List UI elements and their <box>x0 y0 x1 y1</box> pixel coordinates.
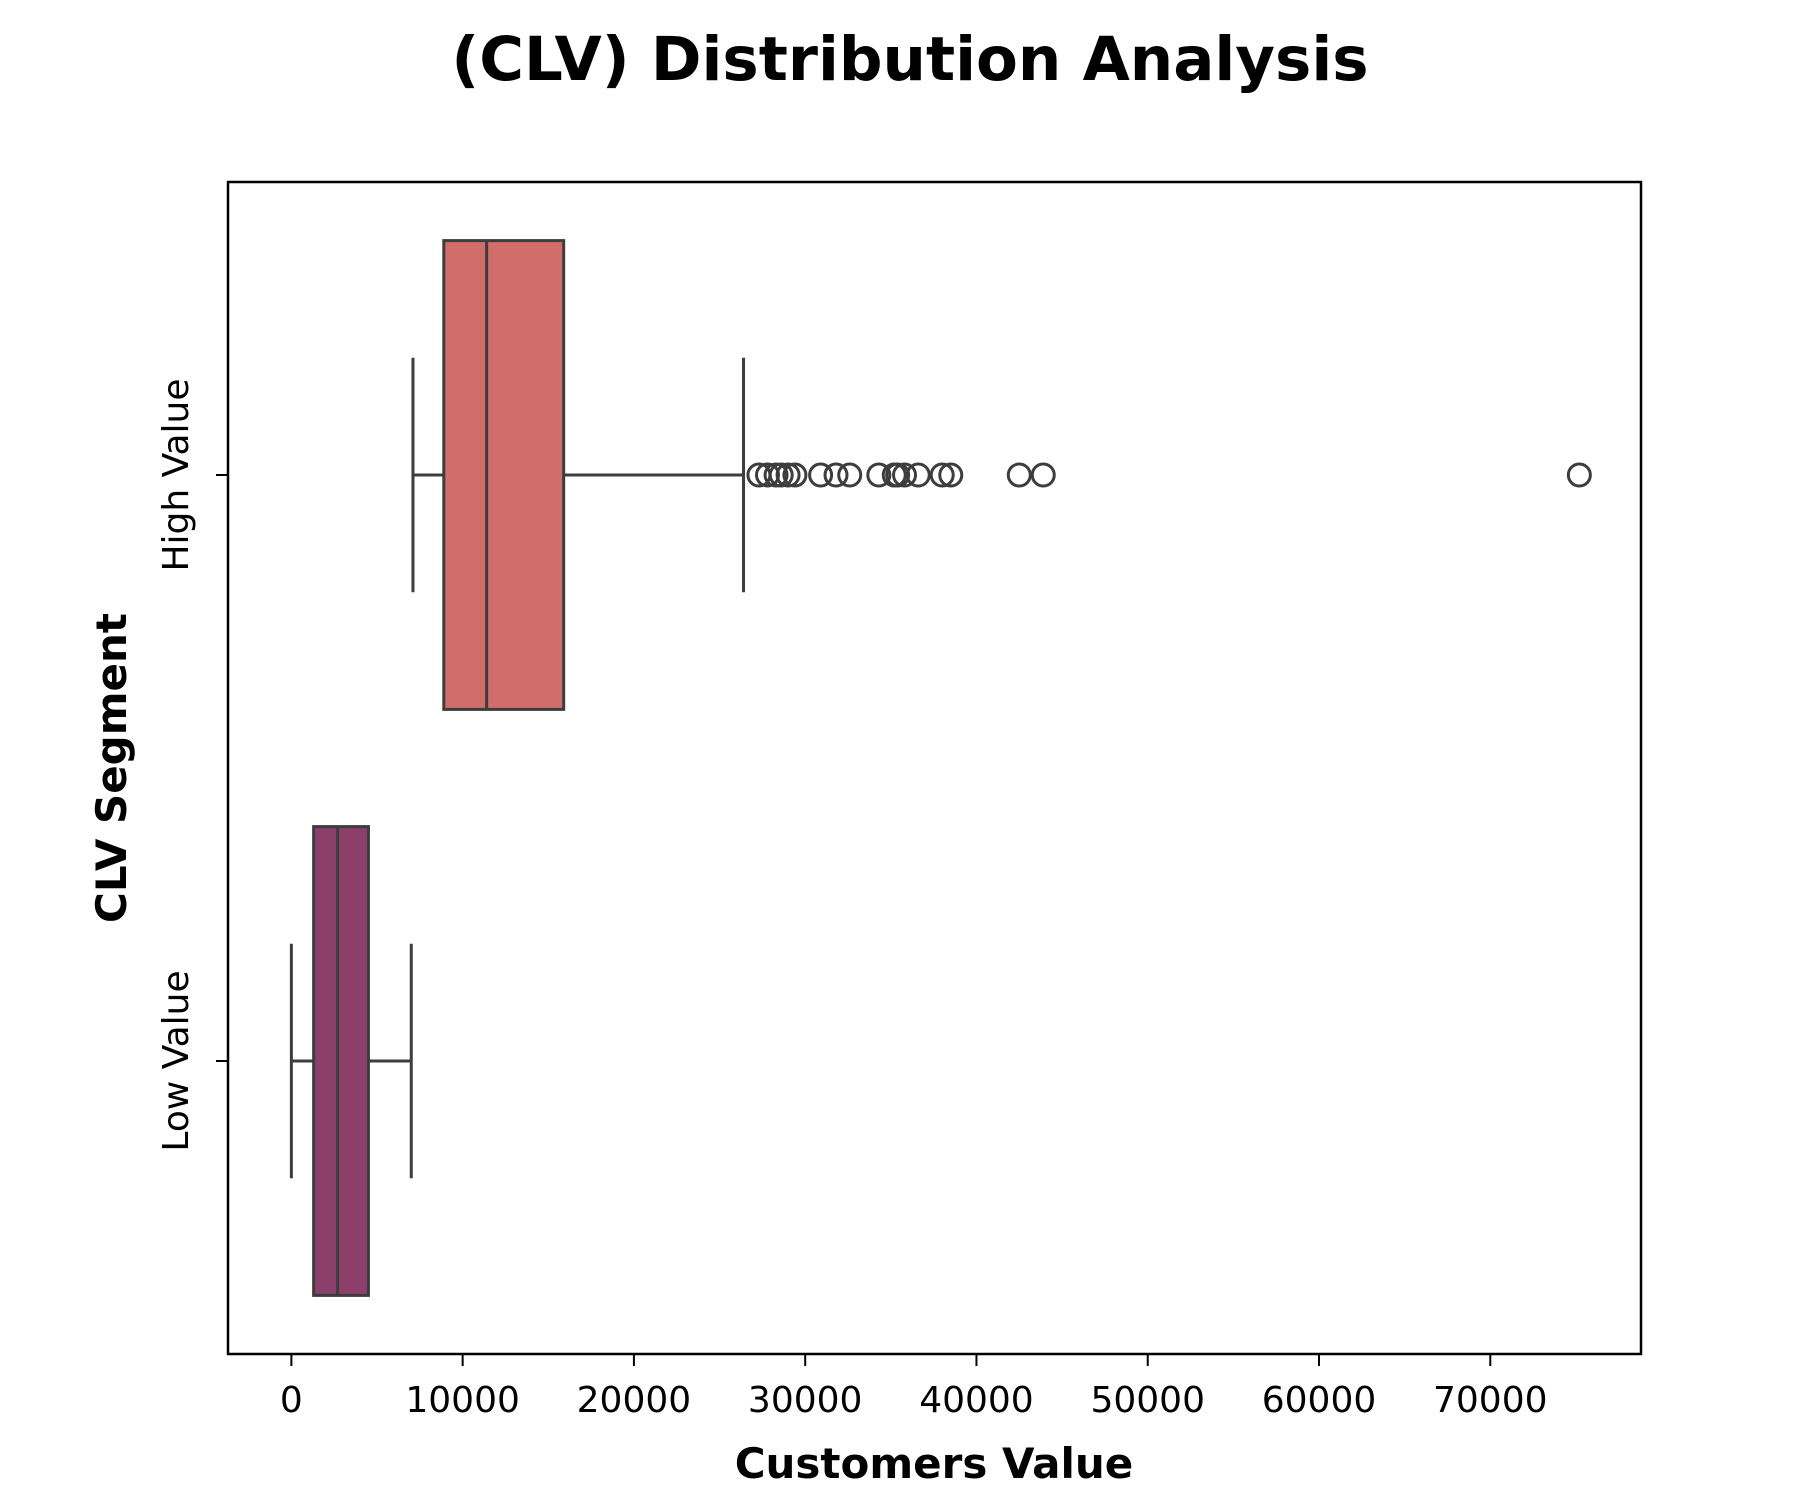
outlier-point <box>905 462 931 488</box>
outlier-point <box>768 462 794 488</box>
outlier-point <box>1566 462 1592 488</box>
box-plots <box>289 239 1592 1297</box>
x-tick-label: 0 <box>280 1380 303 1421</box>
outlier-point <box>866 462 892 488</box>
y-axis-ticks: High Value Low Value <box>156 378 228 1152</box>
box-high-value <box>411 239 1592 711</box>
box-iqr <box>442 239 566 711</box>
chart-title: (CLV) Distribution Analysis <box>451 24 1368 95</box>
outlier-point <box>808 462 834 488</box>
x-tick-label: 70000 <box>1433 1380 1548 1421</box>
outlier-point <box>929 462 955 488</box>
x-tick-label: 40000 <box>919 1380 1034 1421</box>
x-axis-label: Customers Value <box>735 1439 1134 1488</box>
box-iqr <box>312 825 370 1297</box>
y-tick-label: High Value <box>156 378 197 571</box>
x-tick-label: 50000 <box>1090 1380 1205 1421</box>
outlier-point <box>938 462 964 488</box>
x-tick-label: 60000 <box>1262 1380 1377 1421</box>
x-axis-ticks: 0 10000 20000 30000 40000 50000 60000 70000 <box>280 1354 1548 1421</box>
outlier-point <box>837 462 863 488</box>
x-tick-label: 20000 <box>577 1380 692 1421</box>
plot-frame <box>226 180 1643 1356</box>
outlier-point <box>892 462 918 488</box>
x-tick-label: 10000 <box>405 1380 520 1421</box>
outlier-point <box>1030 462 1056 488</box>
outlier-point <box>1006 462 1032 488</box>
outlier-point <box>775 462 801 488</box>
y-tick-label: Low Value <box>156 970 197 1151</box>
x-tick-label: 30000 <box>748 1380 863 1421</box>
box-low-value <box>289 825 413 1297</box>
outlier-point <box>823 462 849 488</box>
outlier-point <box>782 462 808 488</box>
y-axis-label: CLV Segment <box>87 613 136 923</box>
